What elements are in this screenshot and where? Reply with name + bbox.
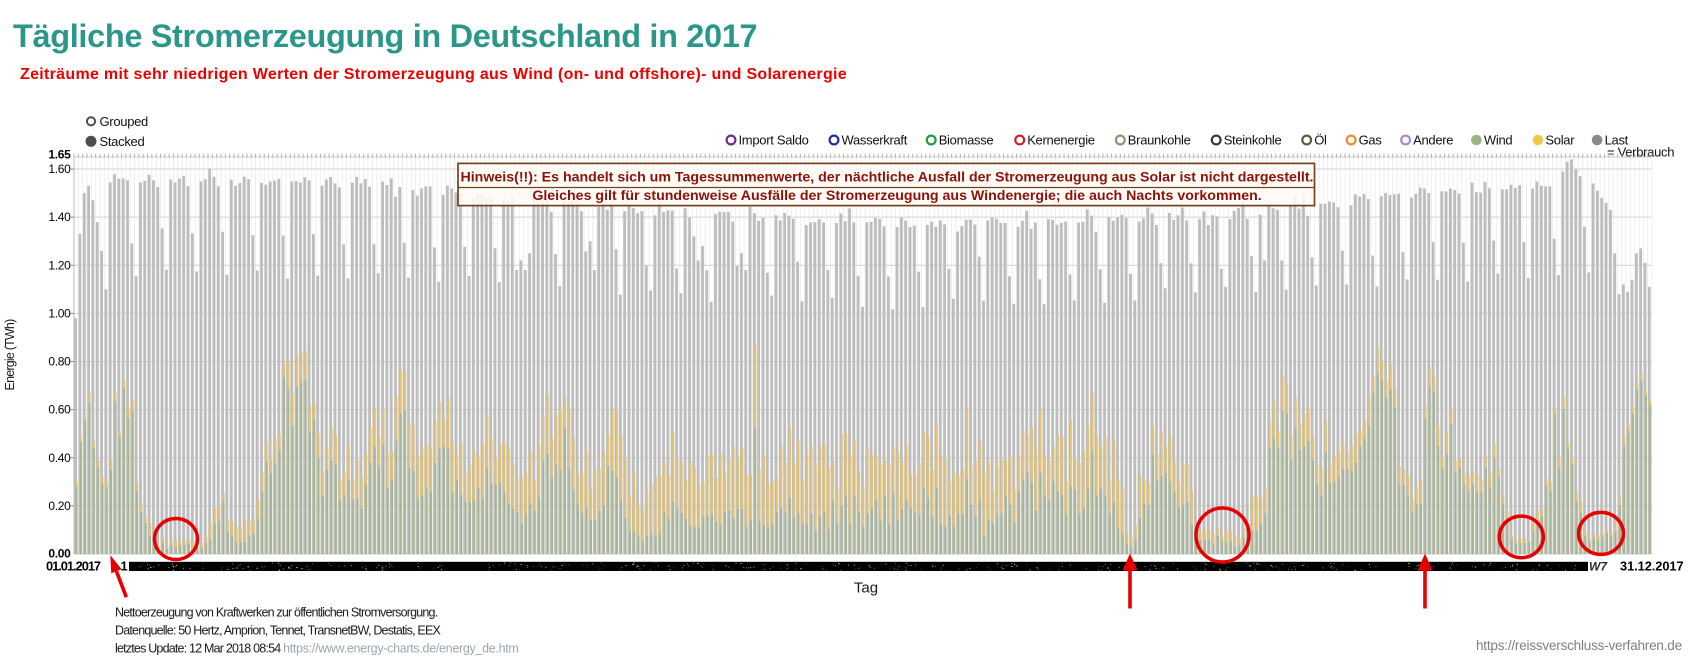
- svg-text:Biomasse: Biomasse: [939, 133, 994, 148]
- svg-text:Stacked: Stacked: [100, 134, 145, 149]
- svg-text:https://reissverschluss-verfah: https://reissverschluss-verfahren.de: [1476, 638, 1682, 653]
- svg-text:1.00: 1.00: [48, 306, 71, 320]
- svg-text:1.60: 1.60: [48, 162, 71, 176]
- svg-text:Gleiches gilt für stundenweise: Gleiches gilt für stundenweise Ausfälle …: [532, 188, 1261, 204]
- svg-text:1.40: 1.40: [48, 210, 71, 224]
- svg-text:Wind: Wind: [1484, 133, 1512, 148]
- svg-text:Tägliche Stromerzeugung in Deu: Tägliche Stromerzeugung in Deutschland i…: [13, 18, 757, 54]
- svg-text:1: 1: [121, 559, 128, 574]
- svg-text:1.65: 1.65: [48, 148, 71, 162]
- svg-text:Energie (TWh): Energie (TWh): [3, 319, 17, 391]
- svg-text:1.20: 1.20: [48, 258, 71, 272]
- svg-text:01.01.2017: 01.01.2017: [46, 559, 101, 574]
- svg-text:Gas: Gas: [1359, 133, 1383, 148]
- svg-text:Datenquelle: 50 Hertz, Amprion: Datenquelle: 50 Hertz, Amprion, Tennet, …: [115, 624, 442, 638]
- svg-text:Last: Last: [1605, 133, 1629, 148]
- svg-text:Hinweis(!!): Es handelt sich u: Hinweis(!!): Es handelt sich um Tagessum…: [460, 170, 1313, 186]
- svg-text:Andere: Andere: [1413, 133, 1453, 148]
- svg-text:Solar: Solar: [1545, 133, 1575, 148]
- svg-text:Wasserkraft: Wasserkraft: [842, 133, 908, 148]
- svg-text:0.80: 0.80: [48, 355, 71, 369]
- svg-text:0.60: 0.60: [48, 403, 71, 417]
- svg-text:0.40: 0.40: [48, 451, 71, 465]
- svg-text:letztes Update: 12 Mar 2018 08: letztes Update: 12 Mar 2018 08:54 https:…: [115, 642, 519, 656]
- svg-text:Import Saldo: Import Saldo: [739, 133, 809, 148]
- svg-text:Steinkohle: Steinkohle: [1224, 133, 1282, 148]
- svg-text:Nettoerzeugung von Kraftwerken: Nettoerzeugung von Kraftwerken zur öffen…: [115, 606, 438, 620]
- svg-text:31.12.2017: 31.12.2017: [1620, 559, 1684, 574]
- svg-text:Zeiträume mit sehr niedrigen W: Zeiträume mit sehr niedrigen Werten der …: [20, 66, 847, 83]
- svg-text:Braunkohle: Braunkohle: [1128, 133, 1191, 148]
- svg-text:Kernenergie: Kernenergie: [1027, 133, 1095, 148]
- svg-text:0.20: 0.20: [48, 499, 71, 513]
- svg-text:Öl: Öl: [1314, 133, 1327, 148]
- svg-text:= Verbrauch: = Verbrauch: [1607, 145, 1674, 160]
- svg-text:Tag: Tag: [854, 580, 878, 597]
- svg-text:0.00: 0.00: [48, 547, 71, 561]
- svg-text:Grouped: Grouped: [100, 114, 149, 129]
- svg-text:W7: W7: [1589, 560, 1608, 574]
